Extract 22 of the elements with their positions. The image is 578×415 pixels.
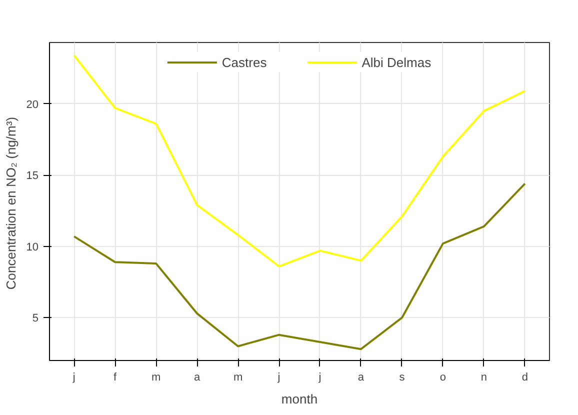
x-axis-title: month xyxy=(281,392,318,406)
x-tick-label: o xyxy=(440,372,446,384)
legend-label: Castres xyxy=(222,54,267,70)
x-tick-label: n xyxy=(480,372,487,384)
x-tick-label: f xyxy=(114,372,118,384)
x-tick-label: j xyxy=(318,372,322,384)
x-tick-label: m xyxy=(151,372,161,384)
x-tick-label: a xyxy=(194,372,201,384)
y-tick-label: 15 xyxy=(26,170,39,182)
y-axis-title: Concentration en NO₂ (ng/m³) xyxy=(3,116,18,290)
x-tick-label: s xyxy=(399,372,406,384)
x-tick-label: d xyxy=(522,372,528,384)
x-tick-label: j xyxy=(72,372,76,384)
line-series xyxy=(73,54,526,268)
y-tick-label: 5 xyxy=(32,312,39,325)
x-tick-label: a xyxy=(358,372,365,384)
y-tick-label: 20 xyxy=(26,98,39,111)
line-series xyxy=(73,182,526,350)
x-tick-label: m xyxy=(233,372,243,384)
legend-label: Albi Delmas xyxy=(362,54,432,70)
y-tick-label: 10 xyxy=(26,241,39,254)
x-tick-label: j xyxy=(276,372,280,384)
